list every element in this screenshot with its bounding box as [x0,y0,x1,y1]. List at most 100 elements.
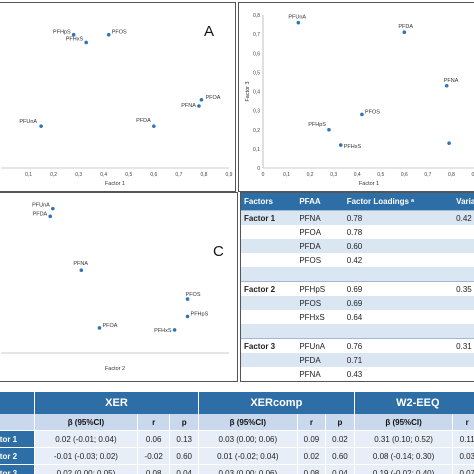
regression-cell: 0.07 [452,464,474,474]
regression-row-label: Factor 2 [0,447,35,465]
x-tick-label: 0,9 [226,172,233,178]
point-label: PFHpS [308,122,326,128]
variance-cell [453,239,474,253]
loadings-row: PFDA 0.60 [241,239,474,253]
loading-cell: 0.78 [346,227,363,237]
variance-cell [453,324,474,339]
data-point [185,314,190,319]
data-point [338,143,343,147]
factor-cell: Factor 2 [241,281,297,296]
y-tick-label: 0,7 [253,32,260,38]
loadings-row: PFDA 0.71 [241,353,474,367]
y-tick-label: 0,5 [253,70,260,76]
subheader-cell: p [169,414,199,431]
corner-cell [0,392,35,414]
loading-cell: 0.69 [343,281,454,296]
pfaa-cell: PFOS [299,255,322,265]
loadings-row: PFOS 0.69 [241,296,474,310]
data-point [51,206,55,211]
data-point [152,124,156,128]
y-axis-title: Factor 3 [245,81,251,101]
data-point [71,32,76,37]
panel-letter-a: A [204,23,215,40]
x-tick-label: 0,8 [448,172,455,178]
factor-cell [241,353,297,367]
loadings-row [241,267,474,282]
loading-cell: 0.78 [343,210,454,225]
regression-cell: 0.13 [169,430,199,448]
loadings-header-row: Factors PFAA Factor Loadings ᵃ Variance … [241,193,474,211]
loadings-row: Factor 2 PFHpS 0.69 0.35 [241,281,474,296]
header-pfaa: PFAA [296,193,344,211]
data-point [360,112,364,117]
loadings-row: Factor 1 PFNA 0.78 0.42 [241,210,474,225]
y-tick-label: 0,3 [253,109,260,115]
regression-cell: -0.01 (-0.03; 0.02) [34,447,138,465]
loading-cell [343,324,454,339]
data-point [197,104,201,108]
factor-cell [241,225,296,239]
regression-row-label: Factor 1 [0,430,35,448]
point-label: PFNA [444,78,459,84]
regression-cell: 0.01 (-0.02; 0.04) [198,447,298,465]
regression-cell: 0.11 [452,430,474,448]
pfaa-cell [296,324,344,339]
pfaa-cell [296,267,344,282]
variance-cell [453,253,474,267]
y-tick-label: 0,4 [253,90,260,96]
factor-loadings-table: Factors PFAA Factor Loadings ᵃ Variance … [240,192,474,382]
x-tick-label: 0,5 [377,172,384,178]
loading-cell: 0.64 [346,312,363,322]
point-label: PFOA [205,95,220,101]
regression-row: Factor 2-0.01 (-0.03; 0.02)-0.020.600.01… [0,447,474,465]
variance-cell: 0.31 [453,338,474,353]
x-axis-title: Factor 2 [105,366,125,372]
data-point [172,328,177,332]
group-xer: XER [34,392,199,414]
variance-cell [453,225,474,239]
loading-cell: 0.42 [346,255,363,265]
data-point [185,297,190,301]
x-tick-label: 0,6 [401,172,408,178]
variance-cell [453,296,474,310]
panel-letter-c: C [213,243,224,260]
subheader-cell: r [452,414,474,431]
header-variance: Variance prop [453,193,474,211]
point-label: PFHxS [66,36,84,42]
regression-cell: 0.02 (0.00; 0.05) [34,464,138,474]
point-label: PFDA [398,24,413,30]
regression-cell: 0.08 [297,464,327,474]
loadings-row: PFOS 0.42 [241,253,474,267]
loadings-row [241,324,474,339]
x-tick-label: 0,3 [75,172,82,178]
point-label: PFHxS [344,144,362,150]
x-tick-label: 0,8 [200,172,207,178]
data-point [39,124,43,128]
group-w2-eeq: W2-EEQ [354,392,474,414]
data-point [106,32,111,37]
point-label: PFOS [365,109,380,115]
regression-cell: 0.31 (0.10; 0.52) [354,430,454,448]
point-label: PFOS [112,30,127,36]
regression-cell: 0.04 [325,464,355,474]
data-point [447,141,451,145]
variance-cell [453,353,474,367]
variance-cell: 0.35 [453,281,474,296]
factor-cell: Factor 3 [241,338,297,353]
x-tick-label: 0,5 [125,172,132,178]
point-label: PFUnA [19,119,37,125]
point-label: PFUnA [32,203,50,209]
factor-cell [241,296,297,310]
x-tick-label: 0,1 [283,172,290,178]
x-tick-label: 0,7 [175,172,182,178]
variance-cell [453,367,474,381]
point-label: PFDA [136,118,151,124]
factor-cell [241,367,296,381]
scatter-plot-c: Factor 2 PFUnA PFDA PFNA PFOS PFHpS PFHxS PFOA [1,203,229,372]
regression-subheader-row: β (95%CI) r p β (95%CI) r p β (95%CI) r [0,414,474,431]
header-factor-loadings: Factor Loadings ᵃ [343,193,454,211]
regression-cell: 0.03 (0.00; 0.06) [198,430,298,448]
pfaa-cell: PFUnA [296,338,344,353]
header-factors: Factors [241,193,297,211]
x-tick-label: 0,4 [354,172,361,178]
